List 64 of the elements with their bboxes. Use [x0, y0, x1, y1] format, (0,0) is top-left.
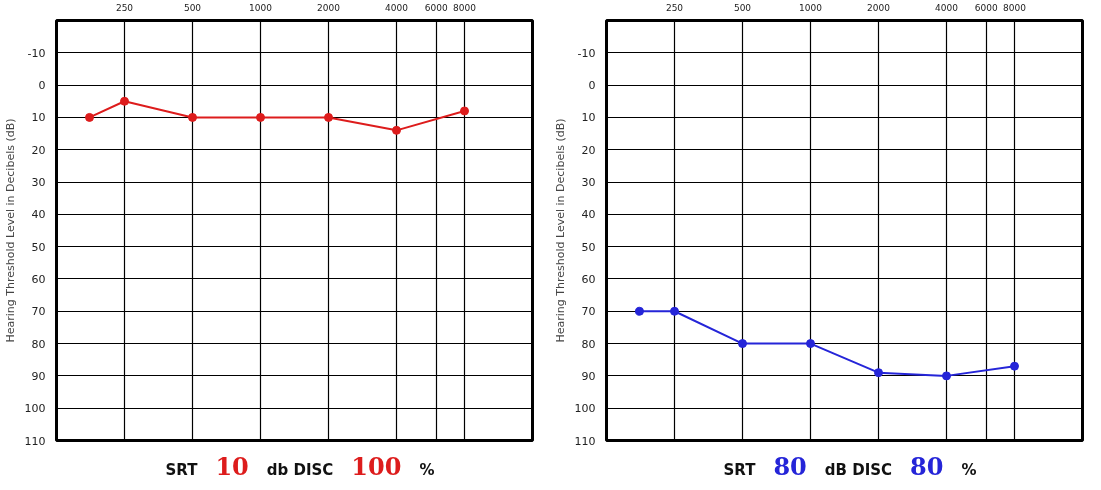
point [806, 339, 815, 349]
point [256, 112, 265, 122]
text: 100 [351, 451, 402, 483]
y-tick-label: 10 [581, 111, 596, 125]
y-tick-label: 90 [31, 369, 46, 383]
y-tick-label: 80 [581, 337, 596, 351]
text: SRT [723, 460, 756, 481]
text: 10 [215, 451, 249, 483]
x-tick-label: 2000 [317, 2, 341, 13]
y-tick-label: 110 [574, 434, 596, 448]
x-tick-label: 8000 [453, 2, 477, 13]
y-tick-label: -10 [27, 46, 46, 60]
text: 80 [910, 451, 944, 483]
y-tick-label: 20 [31, 143, 46, 157]
point [1010, 361, 1019, 371]
x-tick-label: 2000 [867, 2, 891, 13]
y-tick-label: 80 [31, 337, 46, 351]
x-tick-label: 500 [733, 2, 752, 13]
y-tick-label: 20 [581, 143, 596, 157]
y-tick-label: 100 [24, 402, 46, 416]
y-tick-label: 110 [24, 434, 46, 448]
x-tick-label: 4000 [385, 2, 409, 13]
point [392, 125, 401, 135]
x-tick-label: 6000 [974, 2, 998, 13]
point [942, 371, 951, 381]
y-tick-label: 40 [581, 208, 596, 222]
y-tick-label: 30 [581, 176, 596, 190]
x-tick-label: 4000 [935, 2, 959, 13]
y-tick-label: -10 [577, 46, 596, 60]
text: dB DISC [824, 460, 893, 481]
x-tick-label: 250 [665, 2, 684, 13]
point [188, 112, 197, 122]
y-tick-label: 60 [581, 272, 596, 286]
x-tick-label: 250 [115, 2, 134, 13]
y-tick-label: 70 [581, 305, 596, 319]
y-tick-label: 10 [31, 111, 46, 125]
text: % [419, 460, 435, 481]
text: % [961, 460, 977, 481]
y-tick-label: 50 [581, 240, 596, 254]
text: db DISC [266, 460, 334, 481]
point [738, 339, 747, 349]
y-tick-label: 0 [38, 79, 46, 93]
point [324, 112, 333, 122]
y-axis-title: Hearing Threshold Level in Decibels (dB) [553, 118, 567, 343]
x-tick-label: 1000 [799, 2, 823, 13]
x-tick-label: 8000 [1003, 2, 1027, 13]
point [460, 106, 469, 116]
y-tick-label: 100 [574, 402, 596, 416]
point [120, 96, 129, 106]
y-tick-label: 40 [31, 208, 46, 222]
y-axis-title: Hearing Threshold Level in Decibels (dB) [3, 118, 17, 343]
point [874, 368, 883, 378]
y-tick-label: 50 [31, 240, 46, 254]
y-tick-label: 0 [588, 79, 596, 93]
y-tick-label: 60 [31, 272, 46, 286]
point [670, 306, 679, 316]
y-tick-label: 70 [31, 305, 46, 319]
y-tick-label: 90 [581, 369, 596, 383]
x-tick-label: 6000 [424, 2, 448, 13]
y-tick-label: 30 [31, 176, 46, 190]
x-tick-label: 500 [183, 2, 202, 13]
text: SRT [165, 460, 198, 481]
x-tick-label: 1000 [249, 2, 273, 13]
text: 80 [773, 451, 807, 483]
